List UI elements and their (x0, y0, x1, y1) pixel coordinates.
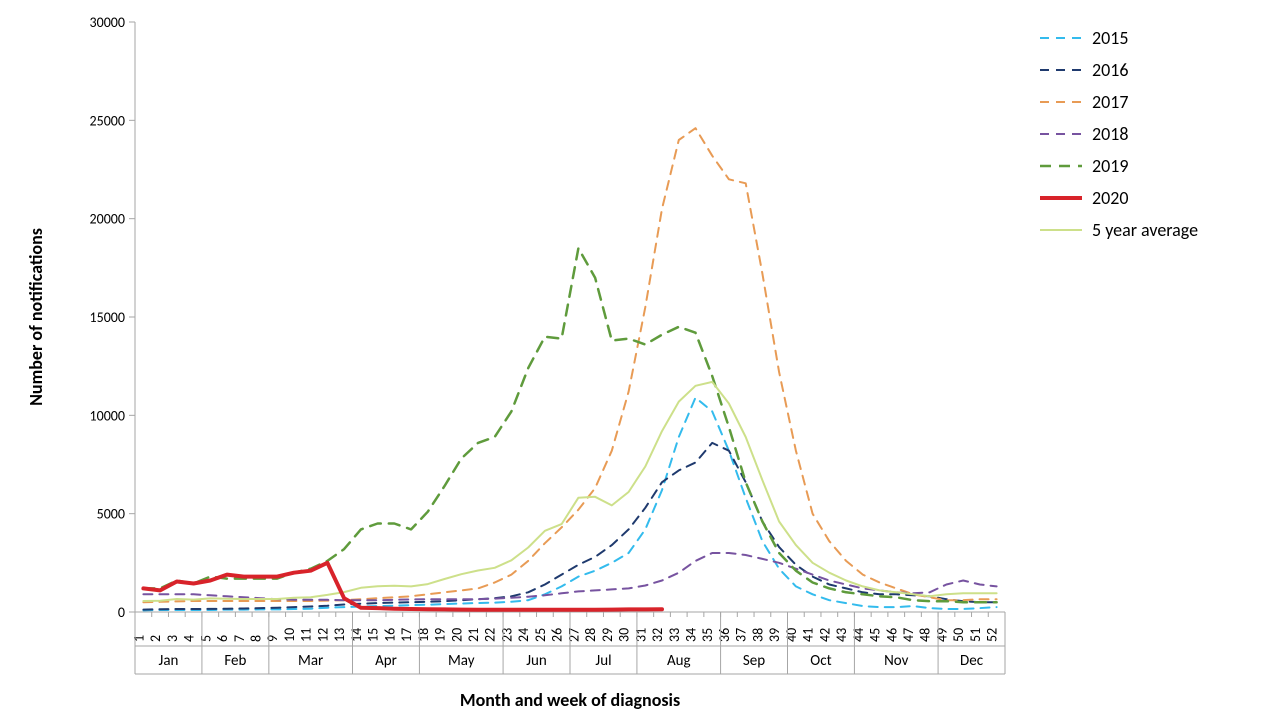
x-week-tick-label: 9 (264, 635, 281, 642)
x-week-tick-label: 16 (381, 628, 398, 642)
x-week-tick-label: 4 (181, 635, 198, 642)
x-week-tick-label: 23 (498, 628, 515, 642)
x-week-tick-label: 52 (984, 628, 1001, 642)
legend-label: 2019 (1092, 155, 1129, 177)
x-month-label: Dec (960, 652, 984, 670)
x-week-tick-label: 34 (682, 628, 699, 642)
x-week-tick-label: 43 (833, 628, 850, 642)
x-week-tick-label: 44 (850, 628, 867, 642)
x-month-label: Jun (526, 652, 547, 670)
legend-label: 2016 (1092, 59, 1129, 81)
x-week-tick-label: 20 (448, 628, 465, 642)
x-week-tick-label: 39 (766, 628, 783, 642)
x-week-tick-label: 37 (733, 628, 750, 642)
x-week-tick-label: 25 (532, 628, 549, 642)
x-week-tick-label: 38 (749, 628, 766, 642)
x-week-tick-label: 13 (331, 628, 348, 642)
x-week-tick-label: 12 (314, 628, 331, 642)
x-week-tick-label: 45 (867, 628, 884, 642)
x-week-tick-label: 6 (214, 635, 231, 642)
x-week-tick-label: 18 (415, 628, 432, 642)
x-axis-label: Month and week of diagnosis (460, 689, 680, 711)
chart-svg: 0 5000 10000 15000 20000 25000 30000 Number of … (0, 0, 1279, 720)
x-week-tick-label: 24 (515, 628, 532, 642)
y-tick-label: 25000 (90, 112, 125, 129)
y-tick-label: 30000 (90, 14, 125, 31)
y-tick-label: 0 (118, 604, 125, 621)
x-week-tick-label: 22 (482, 628, 499, 642)
x-month-label: May (448, 652, 475, 670)
x-week-tick-label: 50 (950, 628, 967, 642)
x-week-tick-label: 46 (883, 628, 900, 642)
x-week-tick-label: 36 (716, 628, 733, 642)
x-week-tick-label: 7 (231, 635, 248, 642)
legend-label: 5 year average (1092, 219, 1198, 241)
series-y2017 (143, 128, 996, 602)
x-week-tick-label: 35 (699, 628, 716, 642)
x-month-label: Nov (884, 652, 909, 670)
x-week-tick-label: 17 (398, 628, 415, 642)
y-axis-label: Number of notifications (25, 228, 47, 406)
x-week-tick-label: 32 (649, 628, 666, 642)
x-month-label: Jul (595, 652, 611, 670)
x-week-tick-label: 14 (348, 628, 365, 642)
series-y2019 (143, 248, 996, 602)
x-week-tick-label: 5 (197, 635, 214, 642)
x-week-tick-label: 19 (432, 628, 449, 642)
x-week-tick-label: 33 (666, 628, 683, 642)
x-week-tick-label: 11 (298, 628, 315, 642)
x-month-label: Oct (810, 652, 831, 670)
y-tick-label: 20000 (90, 211, 125, 228)
x-week-tick-label: 30 (616, 628, 633, 642)
legend-label: 2020 (1092, 187, 1129, 209)
x-week-tick-label: 15 (365, 628, 382, 642)
x-week-tick-label: 31 (632, 628, 649, 642)
series-avg5 (143, 382, 996, 601)
x-week-tick-label: 21 (465, 628, 482, 642)
legend-label: 2015 (1092, 27, 1129, 49)
x-week-tick-label: 3 (164, 635, 181, 642)
x-week-tick-label: 40 (783, 628, 800, 642)
legend-label: 2018 (1092, 123, 1129, 145)
x-week-tick-label: 10 (281, 628, 298, 642)
legend-label: 2017 (1092, 91, 1129, 113)
y-tick-label: 5000 (97, 506, 125, 523)
x-week-tick-label: 8 (247, 635, 264, 642)
x-month-label: Feb (224, 652, 246, 670)
x-week-tick-label: 1 (130, 635, 147, 642)
x-week-tick-label: 49 (933, 628, 950, 642)
x-week-tick-label: 51 (967, 628, 984, 642)
y-tick-label: 15000 (90, 309, 125, 326)
x-month-label: Mar (298, 652, 323, 670)
x-week-tick-label: 27 (565, 628, 582, 642)
x-week-tick-label: 47 (900, 628, 917, 642)
x-week-tick-label: 2 (147, 635, 164, 642)
x-week-tick-label: 42 (816, 628, 833, 642)
x-week-tick-label: 26 (549, 628, 566, 642)
x-month-label: Aug (667, 652, 691, 670)
x-week-tick-label: 29 (599, 628, 616, 642)
x-week-tick-label: 28 (582, 628, 599, 642)
x-week-tick-label: 41 (800, 628, 817, 642)
x-month-label: Apr (375, 652, 397, 670)
x-week-tick-label: 48 (917, 628, 934, 642)
x-month-label: Jan (159, 652, 179, 670)
line-chart: 0 5000 10000 15000 20000 25000 30000 Number of … (0, 0, 1279, 720)
series-y2016 (143, 443, 996, 610)
y-tick-label: 10000 (90, 407, 125, 424)
x-month-label: Sep (743, 652, 765, 670)
